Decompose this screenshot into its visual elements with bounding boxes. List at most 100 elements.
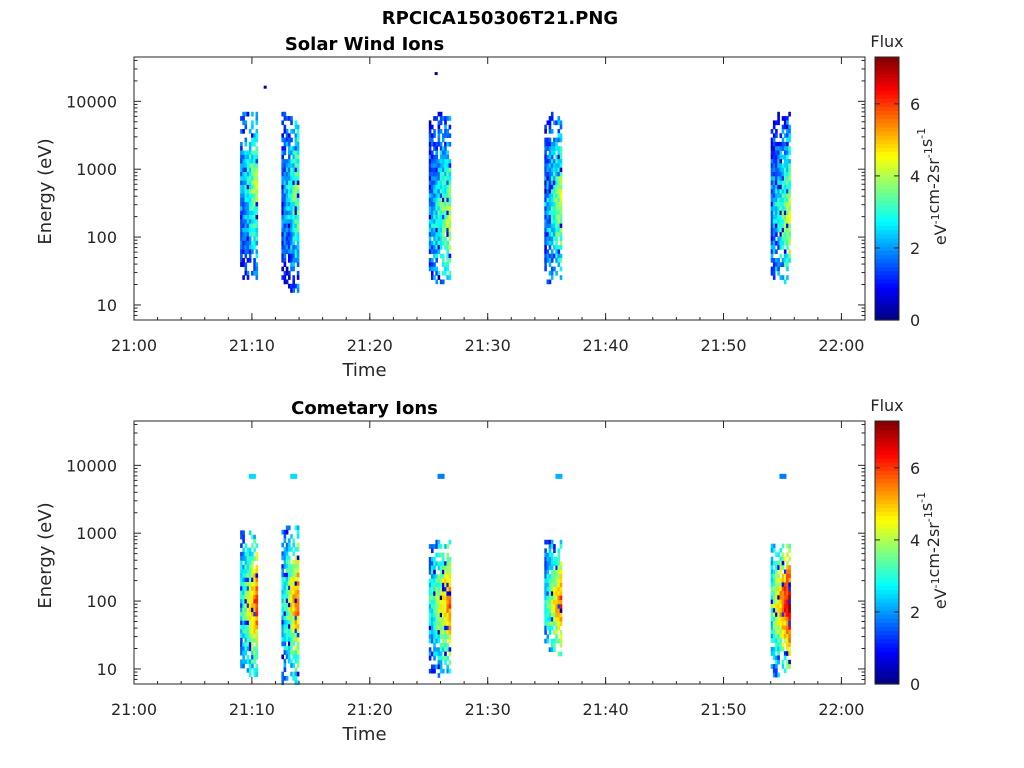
spectrogram-cell bbox=[240, 232, 243, 237]
spectrogram-cell bbox=[292, 611, 295, 617]
spectrogram-cell bbox=[439, 180, 443, 186]
spectrogram-cell bbox=[246, 569, 250, 574]
spectrogram-cell bbox=[783, 591, 787, 596]
spectrogram-cell bbox=[288, 658, 291, 664]
spectrogram-cell bbox=[770, 219, 774, 224]
spectrogram-cell bbox=[433, 154, 436, 160]
spectrogram-cell bbox=[446, 578, 449, 584]
x-axis-label: Time bbox=[341, 360, 386, 381]
spectrogram-cell bbox=[285, 232, 289, 237]
spectrogram-cell bbox=[428, 232, 432, 237]
spectrogram-cell bbox=[433, 578, 436, 584]
spectrogram-cell bbox=[548, 262, 552, 267]
spectrogram-cell bbox=[550, 236, 554, 242]
colorbar-segment bbox=[875, 135, 899, 140]
spectrogram-cell bbox=[550, 172, 554, 177]
spectrogram-cell bbox=[439, 630, 443, 635]
spectrogram-cell bbox=[439, 544, 443, 549]
spectrogram-cell bbox=[783, 621, 787, 626]
spectrogram-cell bbox=[786, 116, 789, 121]
spectrogram-cell bbox=[288, 210, 291, 216]
spectrogram-cell bbox=[296, 641, 300, 647]
spectrogram-cell bbox=[439, 111, 443, 117]
spectrogram-cell bbox=[437, 647, 441, 652]
spectrogram-cell bbox=[437, 219, 441, 224]
spectrogram-cell bbox=[557, 621, 561, 627]
spectrogram-cell bbox=[283, 594, 287, 599]
spectrogram-cell bbox=[251, 137, 254, 143]
spectrogram-cell bbox=[428, 604, 432, 609]
spectrogram-cell bbox=[777, 197, 780, 203]
spectrogram-cell bbox=[553, 163, 556, 169]
spectrogram-cell bbox=[555, 120, 558, 126]
spectrogram-cell bbox=[248, 154, 252, 160]
spectrogram-cell bbox=[253, 539, 256, 544]
spectrogram-cell bbox=[444, 124, 447, 130]
spectrogram-cell bbox=[242, 120, 245, 126]
spectrogram-cell bbox=[442, 215, 445, 220]
colorbar-segment bbox=[875, 114, 899, 120]
spectrogram-cell bbox=[777, 612, 780, 618]
spectrogram-cell bbox=[442, 116, 445, 121]
spectrogram-cell bbox=[546, 154, 550, 160]
spectrogram-cell bbox=[253, 163, 256, 169]
spectrogram-cell bbox=[294, 210, 298, 216]
spectrogram-cell bbox=[240, 202, 243, 207]
spectrogram-cell bbox=[292, 172, 295, 177]
spectrogram-cell bbox=[448, 578, 452, 584]
spectrogram-cell bbox=[285, 223, 289, 229]
spectrogram-cell bbox=[555, 227, 558, 233]
spectrogram-cell bbox=[775, 569, 778, 575]
spectrogram-cell bbox=[294, 577, 298, 582]
colorbar-segment bbox=[875, 507, 899, 513]
spectrogram-cell bbox=[285, 137, 289, 143]
spectrogram-cell bbox=[244, 586, 248, 591]
spectrogram-cell bbox=[448, 617, 452, 622]
spectrogram-cell bbox=[786, 141, 789, 147]
spectrogram-cell bbox=[290, 671, 293, 677]
spectrogram-cell bbox=[559, 582, 563, 588]
spectrogram-cell bbox=[290, 150, 293, 156]
spectrogram-cell bbox=[550, 578, 554, 584]
spectrogram-cell bbox=[285, 189, 289, 194]
spectrogram-cell bbox=[292, 206, 295, 212]
colorbar-segment bbox=[875, 585, 899, 591]
spectrogram-cell bbox=[437, 184, 441, 190]
spectrogram-cell bbox=[448, 604, 452, 609]
spectrogram-cell bbox=[435, 141, 438, 147]
spectrogram-cell bbox=[281, 572, 284, 578]
spectrogram-cell bbox=[779, 150, 783, 156]
spectrogram-cell bbox=[550, 215, 554, 220]
colorbar-segment bbox=[875, 237, 899, 243]
spectrogram-cell bbox=[253, 612, 256, 617]
spectrogram-cell bbox=[783, 206, 787, 212]
spectrogram-cell bbox=[770, 180, 774, 186]
colorbar-segment bbox=[875, 437, 899, 443]
spectrogram-cell bbox=[775, 184, 778, 190]
spectrogram-cell bbox=[255, 249, 259, 255]
spectrogram-cell bbox=[240, 197, 243, 203]
spectrogram-cell bbox=[548, 608, 552, 614]
spectrogram-cell bbox=[788, 232, 791, 237]
spectrogram-cell bbox=[285, 270, 289, 276]
spectrogram-cell bbox=[431, 578, 434, 584]
spectrogram-cell bbox=[770, 595, 774, 600]
spectrogram-cell bbox=[442, 582, 445, 588]
spectrogram-cell bbox=[559, 159, 563, 164]
spectrogram-cell bbox=[242, 227, 245, 233]
spectrogram-cell bbox=[437, 163, 441, 169]
spectrogram-cell bbox=[557, 591, 561, 597]
spectrogram-cell bbox=[553, 202, 556, 207]
spectrogram-cell bbox=[435, 150, 438, 156]
spectrogram-cell bbox=[775, 659, 778, 665]
spectrogram-cell bbox=[428, 582, 432, 588]
spectrogram-cell bbox=[772, 651, 776, 656]
colorbar-segment bbox=[875, 258, 899, 264]
spectrogram-cell bbox=[544, 180, 547, 186]
spectrogram-cell bbox=[431, 193, 434, 199]
spectrogram-cell bbox=[786, 642, 789, 648]
spectrogram-cell bbox=[783, 197, 787, 203]
spectrogram-cell bbox=[442, 227, 445, 233]
spectrogram-cell bbox=[786, 172, 789, 177]
spectrogram-cell bbox=[557, 249, 561, 255]
